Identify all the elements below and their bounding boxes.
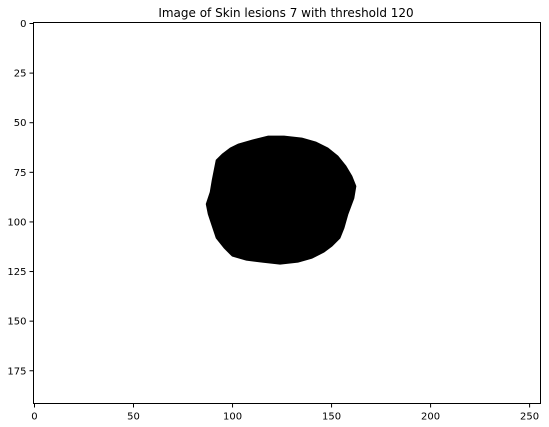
y-tick-label: 175 [7,366,26,377]
y-axis: 0 25 50 75 100 125 150 175 [7,19,34,377]
y-tick-label: 125 [7,267,26,278]
y-tick-label: 0 [20,19,26,30]
lesion-mask [205,135,357,265]
image-area [33,22,541,404]
x-tick-label: 150 [322,412,341,423]
x-tick-label: 200 [421,412,440,423]
y-tick-label: 75 [14,168,27,179]
x-tick-label: 250 [520,412,539,423]
y-tick-label: 50 [14,118,27,129]
x-tick-label: 100 [223,412,242,423]
y-tick-label: 25 [14,69,27,80]
y-tick-label: 100 [7,217,26,228]
x-tick-label: 50 [127,412,140,423]
plot-title: Image of Skin lesions 7 with threshold 1… [158,6,413,20]
x-axis: 0 50 100 150 200 250 [31,403,539,423]
x-tick-label: 0 [31,412,37,423]
y-tick-label: 150 [7,317,26,328]
axes-frame [33,22,541,404]
